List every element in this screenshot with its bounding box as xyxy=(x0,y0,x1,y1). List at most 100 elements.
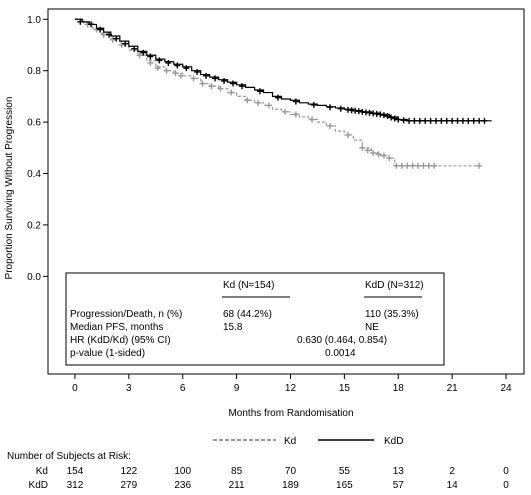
series-kdd-censor-mark xyxy=(388,114,395,121)
x-tick-label: 18 xyxy=(393,383,405,394)
legend: Kd KdD xyxy=(213,436,403,447)
risk-value-kdd: 0 xyxy=(503,480,509,491)
risk-value-kd: 0 xyxy=(503,466,509,477)
x-axis-label: Months from Randomisation xyxy=(228,408,353,419)
series-kd-censor-mark xyxy=(309,116,316,123)
risk-row-kd-name: Kd xyxy=(36,466,48,477)
series-kdd-censor-mark xyxy=(147,53,154,60)
risk-table-title: Number of Subjects at Risk: xyxy=(7,451,131,462)
legend-kd-label: Kd xyxy=(284,436,296,447)
legend-kdd-label: KdD xyxy=(384,436,403,447)
series-kd-censor-mark xyxy=(190,75,197,82)
series-kdd-censor-mark xyxy=(465,117,472,124)
series-kdd-censor-mark xyxy=(106,31,113,38)
series-kdd-censor-mark xyxy=(416,117,423,124)
series-kd-censor-mark xyxy=(154,65,161,72)
series-kdd-censor-mark xyxy=(310,101,317,108)
inset-col-kd: Kd (N=154) xyxy=(223,280,274,291)
risk-value-kdd: 279 xyxy=(120,480,137,491)
risk-value-kd: 100 xyxy=(174,466,191,477)
inset-row-kd-value: 68 (44.2%) xyxy=(223,309,272,320)
risk-value-kdd: 165 xyxy=(336,480,353,491)
series-kd-censor-mark xyxy=(386,155,393,162)
series-kdd-censor-mark xyxy=(292,98,299,105)
x-tick-label: 24 xyxy=(500,383,512,394)
y-tick-label: 0.0 xyxy=(27,272,41,283)
inset-row-label: Progression/Death, n (%) xyxy=(70,309,182,320)
x-tick-label: 15 xyxy=(339,383,351,394)
series-kdd-censor-mark xyxy=(113,35,120,42)
inset-row-kd-value: 15.8 xyxy=(223,322,243,333)
series-kdd-censor-mark xyxy=(212,75,219,82)
series-kd-censor-mark xyxy=(118,41,125,48)
series-kdd-censor-mark xyxy=(140,49,147,56)
risk-value-kd: 85 xyxy=(231,466,243,477)
series-kdd-censor-mark xyxy=(238,83,245,90)
series-kd-censor-mark xyxy=(136,52,143,59)
series-kd-line xyxy=(74,18,480,167)
series-kd-censor-mark xyxy=(370,149,377,156)
series-kd-censor-mark xyxy=(425,162,432,169)
series-kd-censor-mark xyxy=(415,162,422,169)
y-tick-label: 0.6 xyxy=(27,118,41,129)
series-kd-censor-mark xyxy=(147,59,154,66)
risk-value-kd: 13 xyxy=(393,466,405,477)
inset-table-frame xyxy=(65,272,445,366)
series-kd-censor-mark xyxy=(409,162,416,169)
risk-value-kdd: 14 xyxy=(447,480,459,491)
inset-row-span-value: 0.0014 xyxy=(325,348,356,359)
series-kd-censor-mark xyxy=(327,122,334,129)
series-kdd-censor-mark xyxy=(337,105,344,112)
plot-frame xyxy=(47,8,525,375)
series-kd-censor-mark xyxy=(292,111,299,118)
series-kd-censor-mark xyxy=(265,102,272,109)
series-kdd-censor-mark xyxy=(391,115,398,122)
series-kd-censor-mark xyxy=(282,108,289,115)
risk-values: 154 122 100 85 70 55 13 2 0 312 279 236 211 189 165 57 1… xyxy=(67,466,510,491)
series-kdd-censor-mark xyxy=(443,117,450,124)
series-kdd-censor-mark xyxy=(400,117,407,124)
series-kd-censor-mark xyxy=(217,85,224,92)
series-kdd-censor-mark xyxy=(230,80,237,87)
series-kd-censor-mark xyxy=(404,162,411,169)
series-kdd-censor-mark xyxy=(131,45,138,52)
series-kd-censor-mark xyxy=(163,67,170,74)
series-kd-censor-mark xyxy=(172,70,179,77)
series-kdd-censor-mark xyxy=(256,88,263,95)
risk-value-kd: 122 xyxy=(120,466,137,477)
series-kd-censor-mark xyxy=(244,97,251,104)
series-kd-censor-mark xyxy=(255,99,262,106)
inset-col-kdd: KdD (N=312) xyxy=(365,280,424,291)
series-kdd-line xyxy=(74,18,492,122)
x-tick-label: 9 xyxy=(234,383,240,394)
series-kd-censor-mark xyxy=(364,147,371,154)
series-kdd-censor-mark xyxy=(470,117,477,124)
risk-value-kd: 2 xyxy=(449,466,455,477)
y-tick-label: 0.4 xyxy=(27,169,41,180)
series-kdd-censor-mark xyxy=(122,40,129,47)
y-tick-label: 1.0 xyxy=(27,15,41,26)
series-kdd-censor-mark xyxy=(380,112,387,119)
inset-row-label: p-value (1-sided) xyxy=(70,348,145,359)
series-kdd-censor-mark xyxy=(454,117,461,124)
y-tick-label: 0.8 xyxy=(27,66,41,77)
series-kd-censor-mark xyxy=(380,152,387,159)
x-tick-label: 12 xyxy=(285,383,297,394)
series-kdd-censor-mark xyxy=(327,104,334,111)
series-kdd-censor-mark xyxy=(203,72,210,79)
series-kd-censor-mark xyxy=(177,72,184,79)
risk-value-kdd: 189 xyxy=(282,480,299,491)
y-axis-label: Proportion Surviving Without Progression xyxy=(4,97,15,280)
series-kdd-censor-mark xyxy=(77,18,84,25)
series-kdd-censor-mark xyxy=(427,117,434,124)
series-kd-censor-mark xyxy=(393,162,400,169)
series-kd-censor-mark xyxy=(359,144,366,151)
risk-value-kdd: 211 xyxy=(229,480,245,491)
series-kdd-censor-mark xyxy=(406,117,413,124)
risk-value-kd: 70 xyxy=(285,466,297,477)
series-kd-censor-mark xyxy=(431,162,438,169)
series-kd-censor-mark xyxy=(109,36,116,43)
series-kdd-censor-mark xyxy=(274,94,281,101)
series-kdd-censor-mark xyxy=(481,117,488,124)
series-kdd-censor-mark xyxy=(438,117,445,124)
